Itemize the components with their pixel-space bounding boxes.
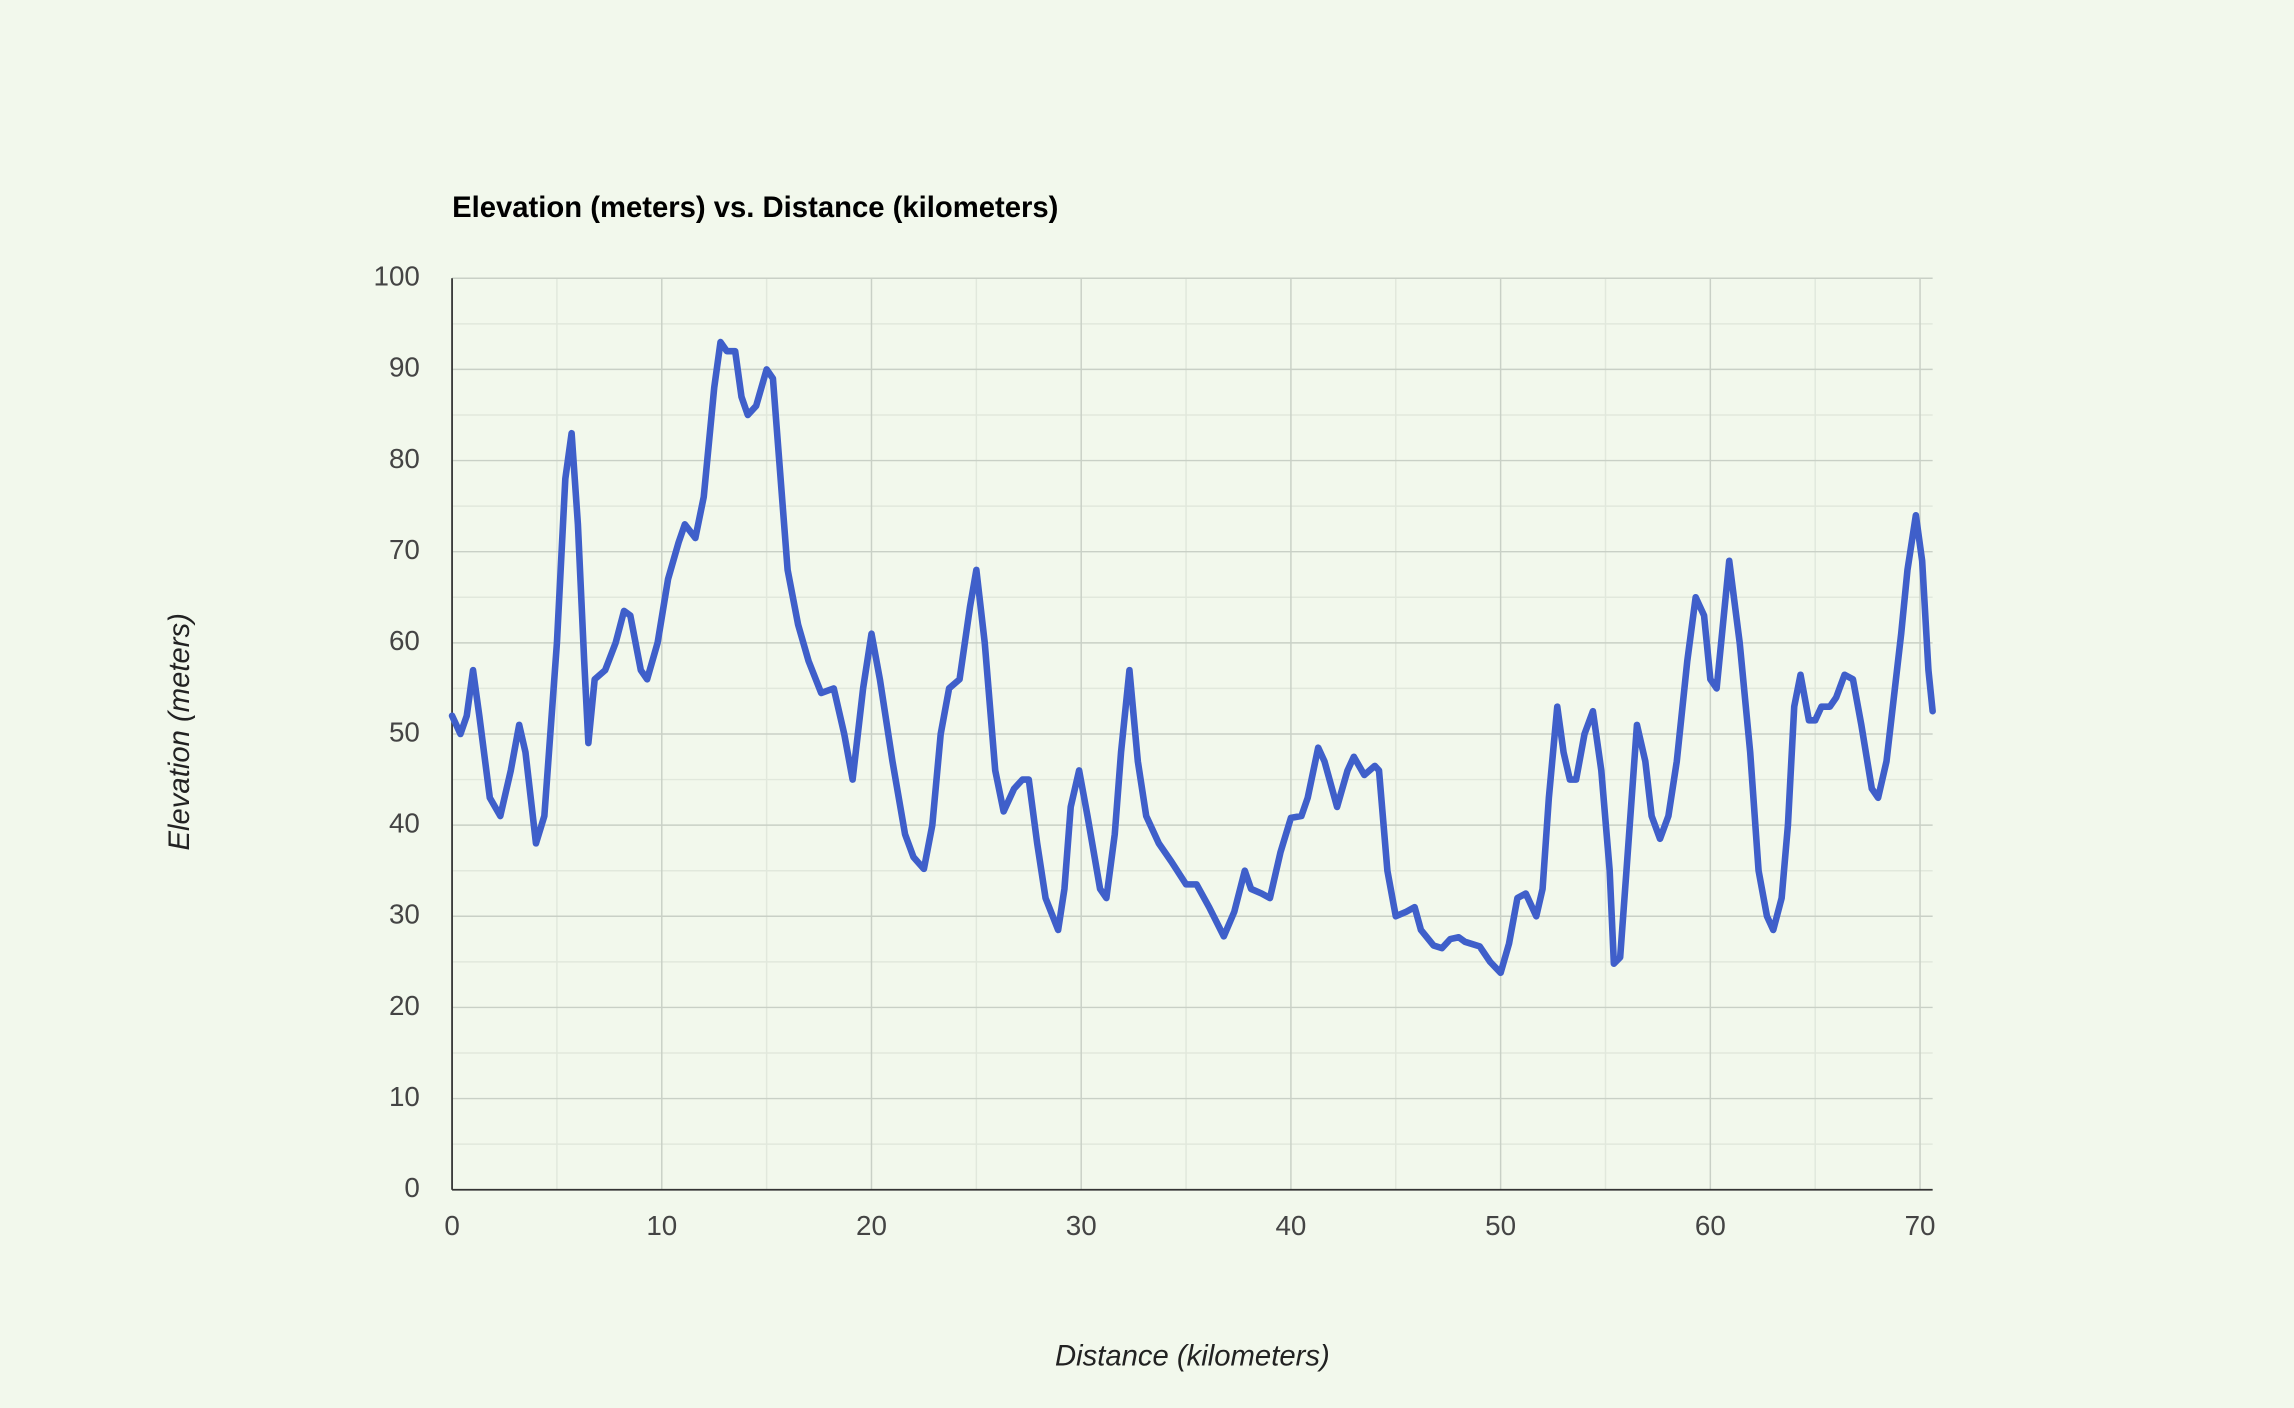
y-tick-label: 10 <box>389 1081 420 1112</box>
x-tick-label: 50 <box>1485 1210 1516 1241</box>
y-tick-label: 80 <box>389 443 420 474</box>
y-tick-label: 30 <box>389 899 420 930</box>
x-tick-label: 40 <box>1275 1210 1306 1241</box>
y-axis-title: Elevation (meters) <box>164 613 196 850</box>
x-tick-label: 0 <box>444 1210 459 1241</box>
x-tick-label: 70 <box>1905 1210 1936 1241</box>
chart-title: Elevation (meters) vs. Distance (kilomet… <box>452 192 1058 224</box>
y-tick-label: 70 <box>389 534 420 565</box>
y-tick-label: 60 <box>389 625 420 656</box>
y-tick-label: 90 <box>389 352 420 383</box>
x-tick-label: 30 <box>1066 1210 1097 1241</box>
line-series <box>448 338 1936 977</box>
x-tick-label: 20 <box>856 1210 887 1241</box>
y-tick-label: 40 <box>389 807 420 838</box>
y-tick-label: 100 <box>374 261 420 292</box>
y-tick-label: 0 <box>404 1172 419 1203</box>
x-tick-label: 10 <box>646 1210 677 1241</box>
y-tick-label: 20 <box>389 990 420 1021</box>
x-axis-title: Distance (kilometers) <box>1055 1341 1330 1373</box>
x-tick-label: 60 <box>1695 1210 1726 1241</box>
y-tick-label: 50 <box>389 716 420 747</box>
